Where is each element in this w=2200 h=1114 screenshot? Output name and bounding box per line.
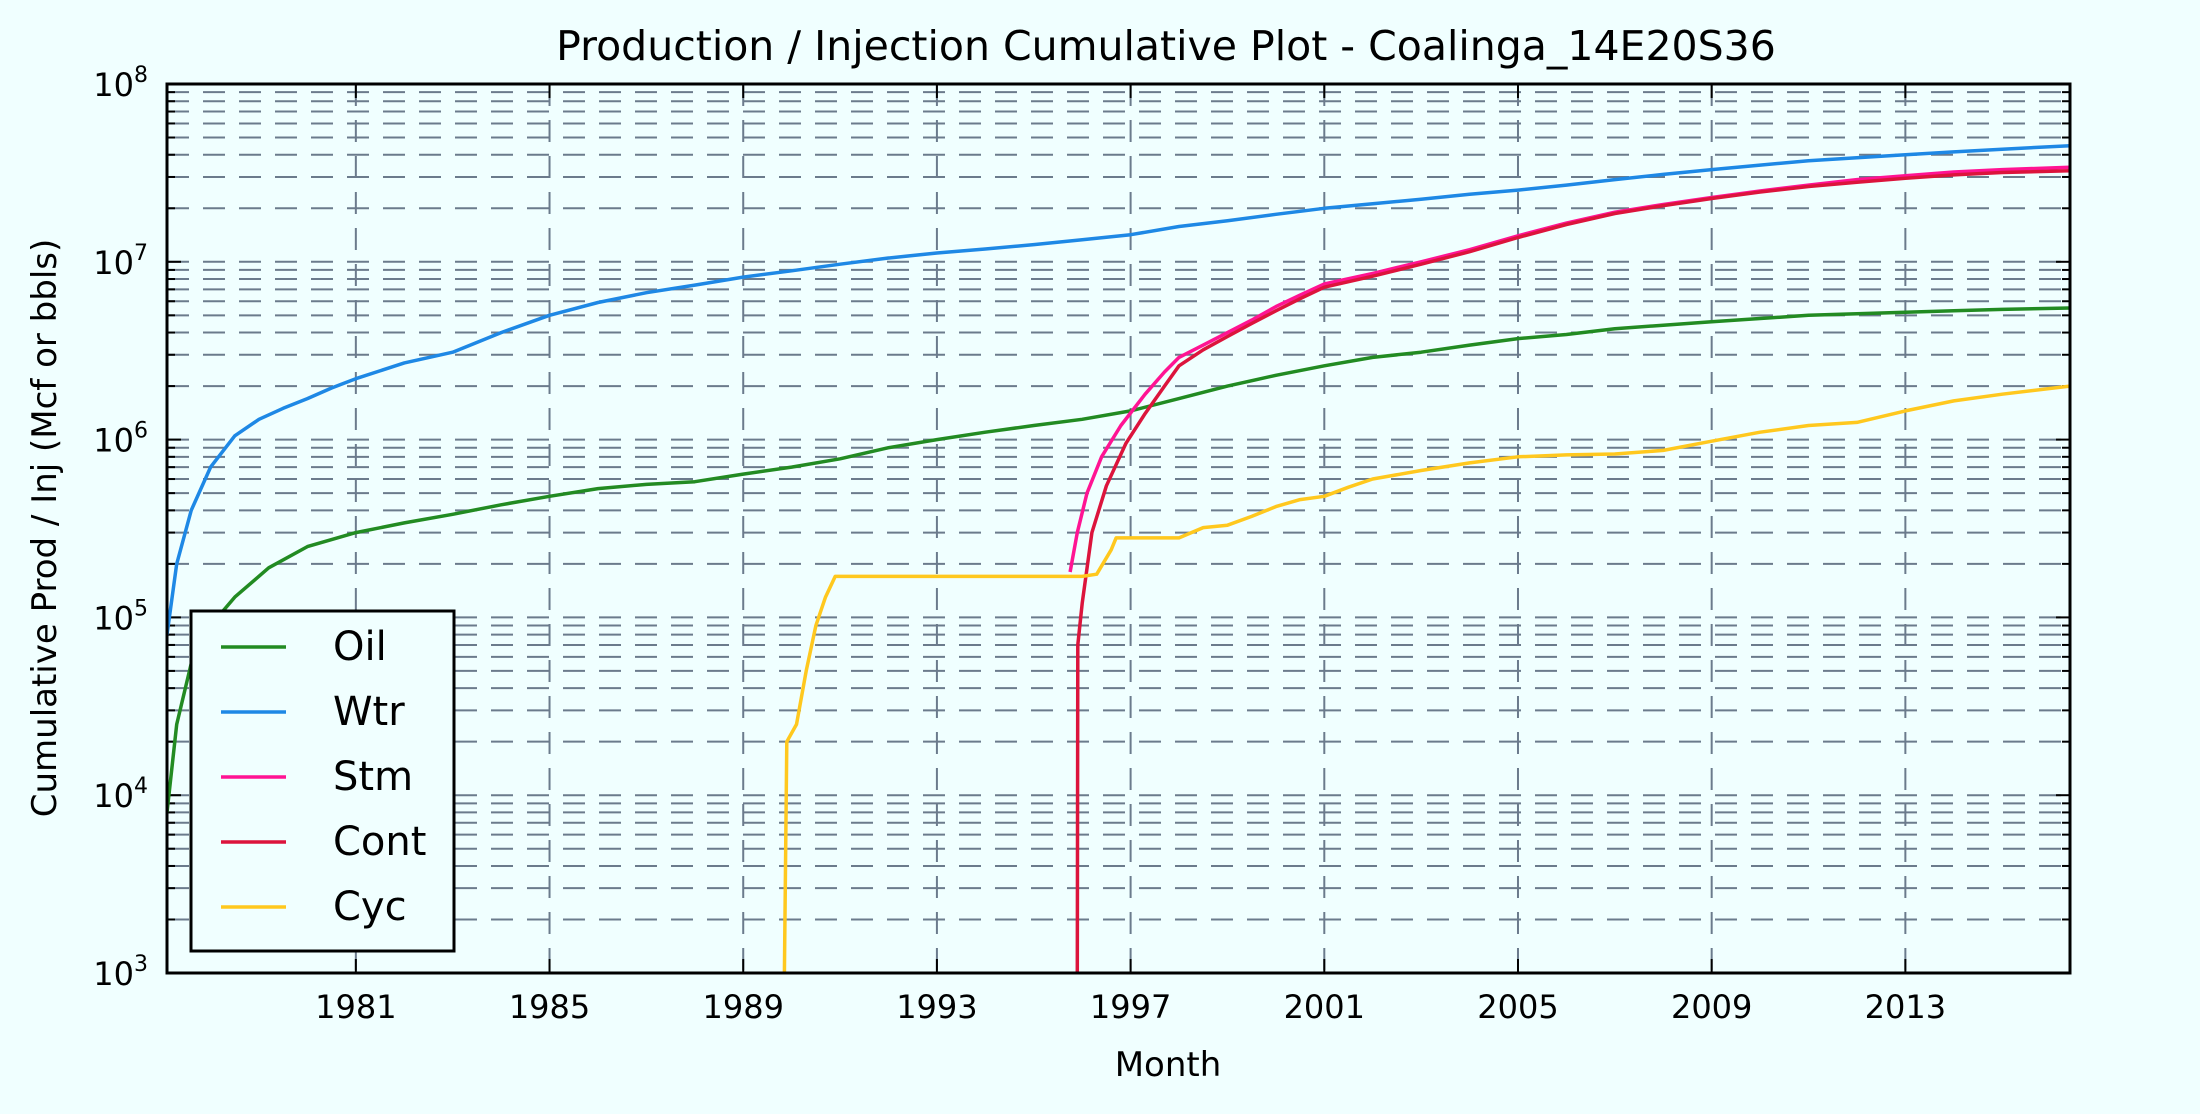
x-tick-label: 1997 (1090, 988, 1171, 1026)
legend-box (189, 609, 456, 953)
y-tick-label: 106 (93, 419, 148, 460)
chart-title: Production / Injection Cumulative Plot -… (556, 22, 1776, 70)
x-tick-label: 1981 (315, 988, 396, 1026)
legend-label-wtr: Wtr (333, 689, 405, 735)
series-line-cont (1075, 169, 2070, 973)
x-tick-label: 1993 (896, 988, 977, 1026)
series-line-oil (167, 306, 2070, 813)
grid (167, 84, 2070, 974)
legend: Oil Wtr Stm Cont Cyc (189, 609, 456, 953)
x-tick-label: 1985 (509, 988, 590, 1026)
plot-frame (165, 82, 2072, 975)
series-line-stm (1068, 165, 2070, 573)
x-axis-label: Month (1115, 1045, 1222, 1085)
y-tick-label: 108 (93, 63, 148, 104)
x-tick-label: 2005 (1477, 988, 1558, 1026)
y-tick-label: 103 (93, 952, 148, 993)
legend-label-oil: Oil (333, 624, 387, 670)
y-tick-label: 107 (93, 241, 148, 282)
y-tick-label: 104 (93, 774, 148, 815)
x-tick-label: 2001 (1284, 988, 1365, 1026)
x-tick-label: 1989 (703, 988, 784, 1026)
x-tick-label: 2009 (1671, 988, 1752, 1026)
series-lines (167, 143, 2070, 973)
plot-area (167, 84, 2070, 973)
legend-label-cont: Cont (333, 819, 426, 865)
y-tick-labels: 103 104 105 106 107 108 (93, 63, 148, 993)
x-tick-label: 2013 (1865, 988, 1946, 1026)
series-line-cyc (782, 384, 2070, 973)
legend-label-stm: Stm (333, 754, 413, 800)
legend-label-cyc: Cyc (333, 884, 407, 930)
y-axis-label: Cumulative Prod / Inj (Mcf or bbls) (25, 239, 65, 818)
x-tick-labels: 1981 1985 1989 1993 1997 2001 2005 2009 2013 (315, 988, 1946, 1026)
y-tick-label: 105 (93, 596, 148, 637)
series-line-wtr (167, 143, 2070, 635)
